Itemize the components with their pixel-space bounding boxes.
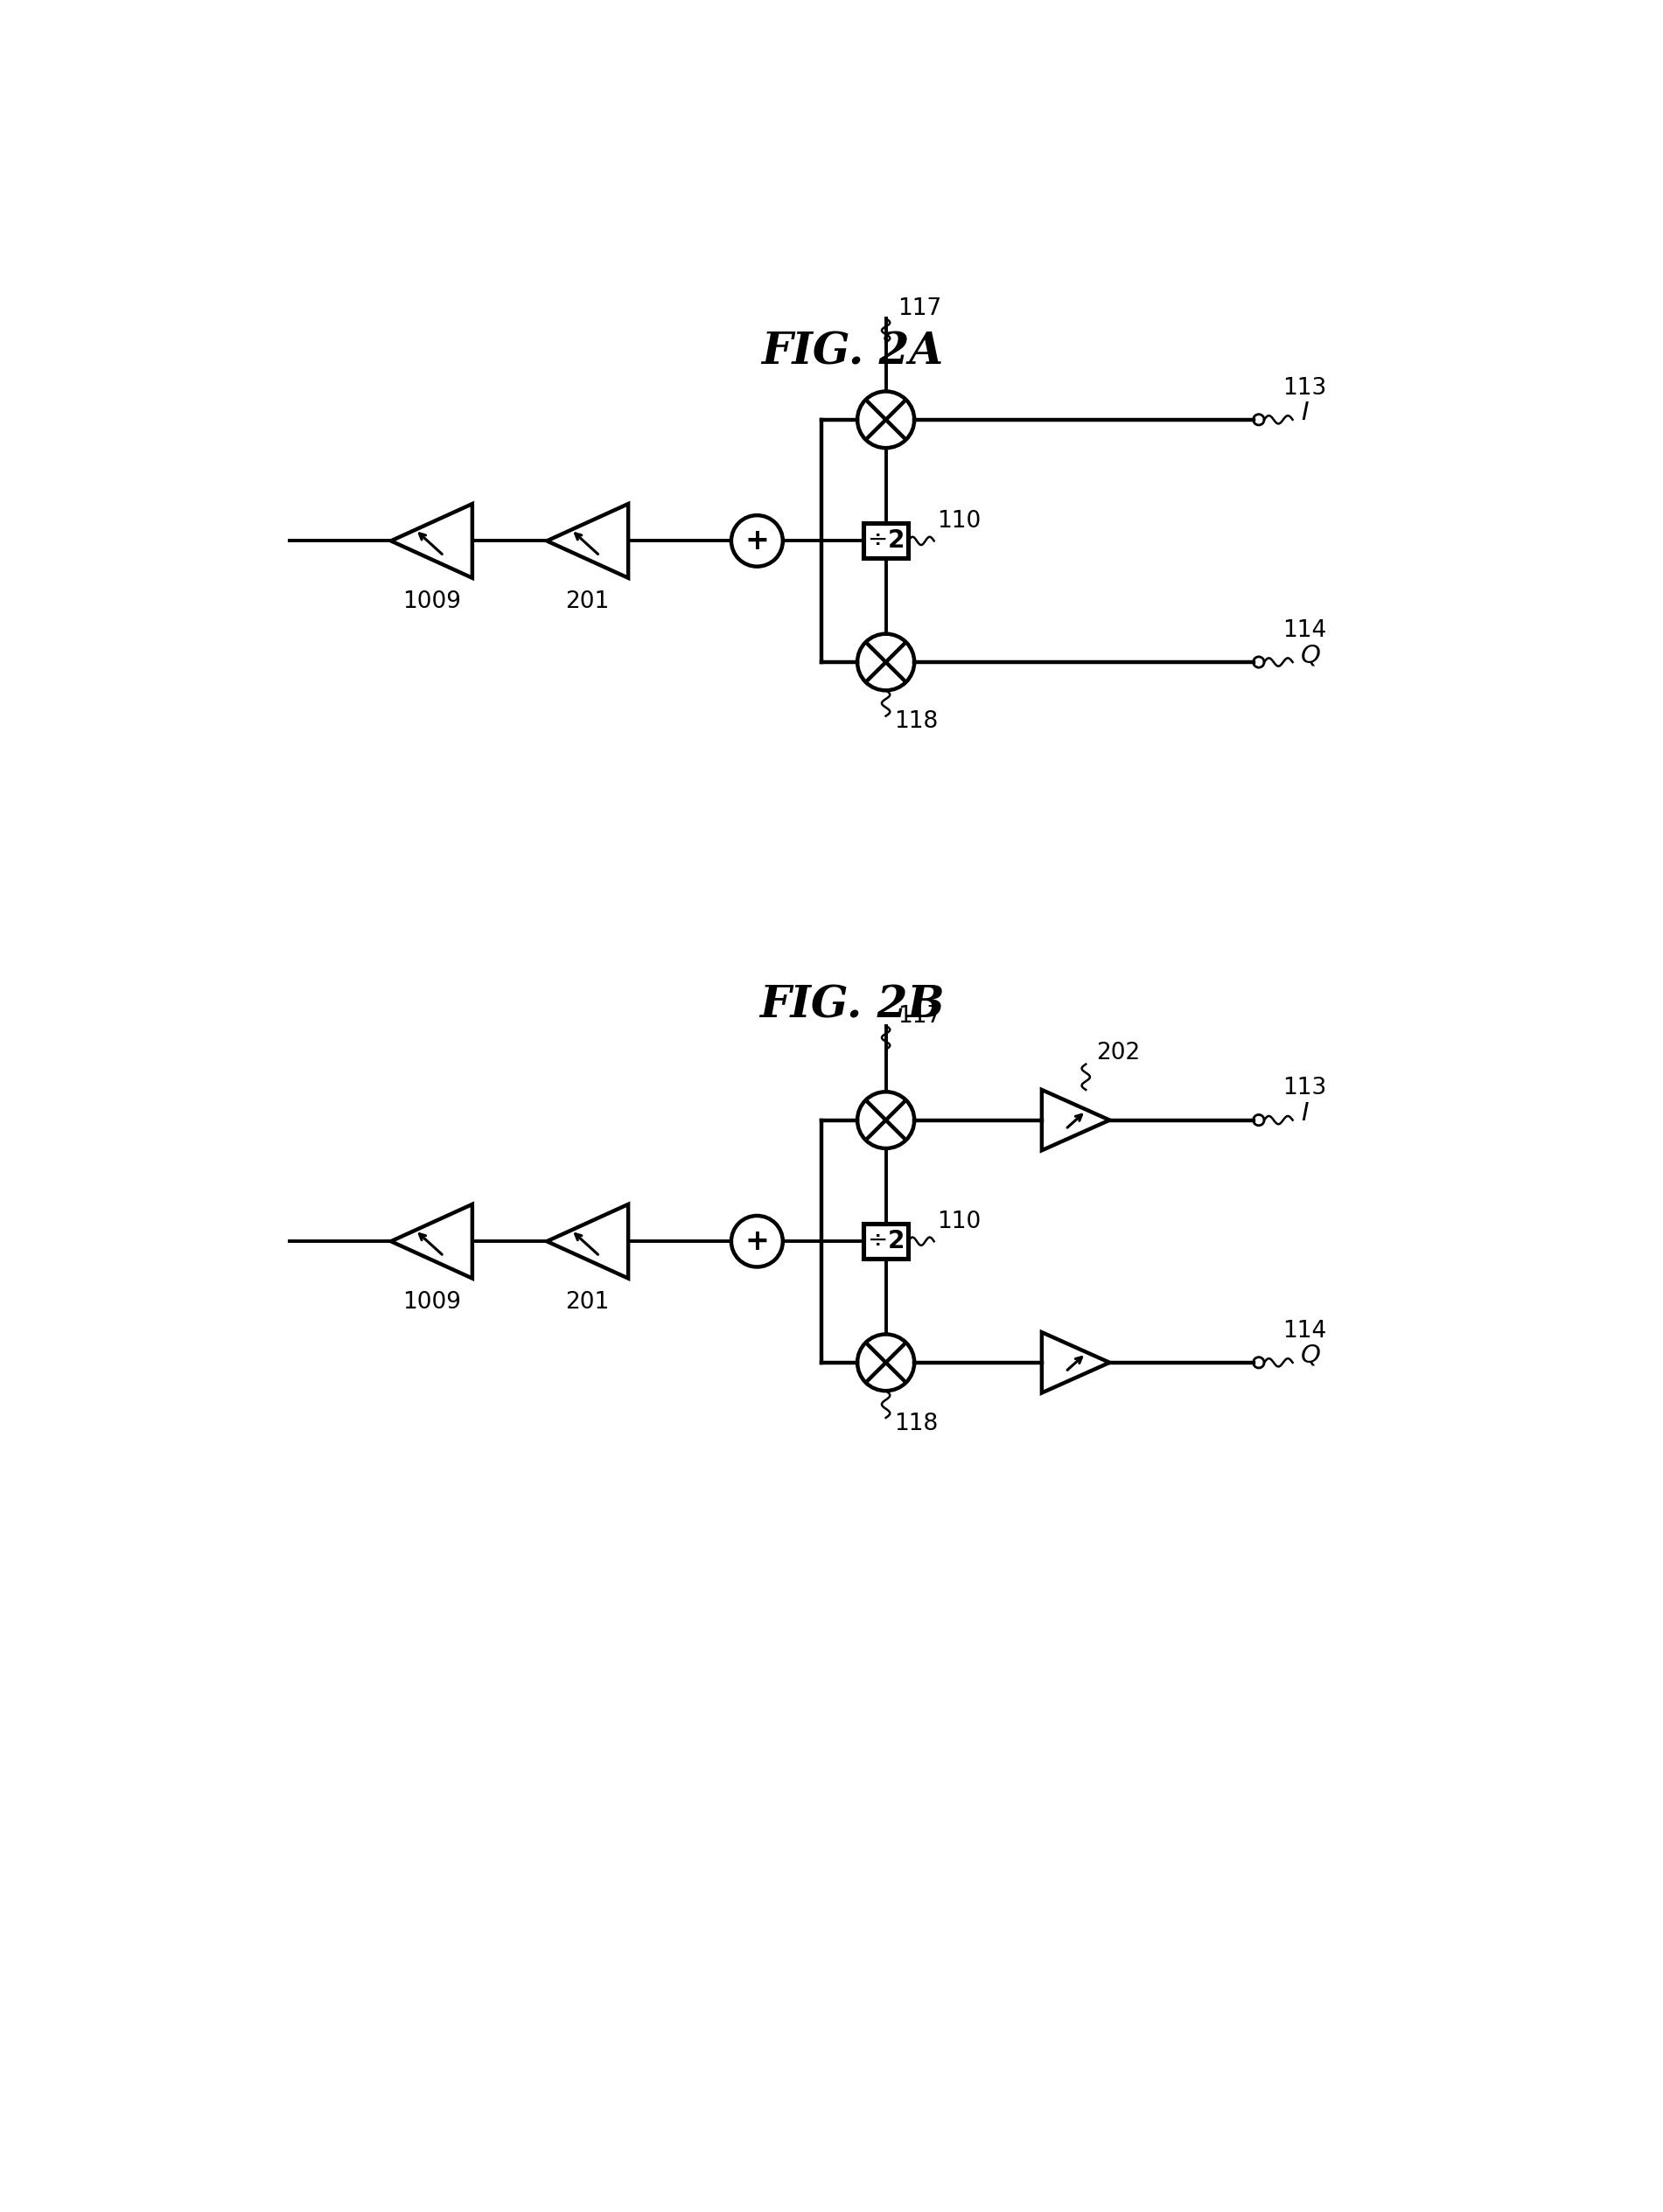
Text: 202: 202 [1096, 1042, 1139, 1064]
Text: 117: 117 [898, 299, 941, 321]
Text: 117: 117 [898, 1004, 941, 1029]
Circle shape [732, 515, 783, 566]
Text: 118: 118 [895, 710, 938, 734]
FancyBboxPatch shape [863, 1223, 908, 1259]
FancyBboxPatch shape [863, 524, 908, 557]
Text: $\div$2: $\div$2 [868, 529, 905, 553]
Circle shape [732, 1217, 783, 1267]
Text: FIG. 2B: FIG. 2B [760, 984, 945, 1026]
Text: FIG. 2A: FIG. 2A [762, 332, 943, 374]
Text: +: + [745, 526, 770, 555]
Text: $\div$2: $\div$2 [868, 1230, 905, 1254]
Text: 201: 201 [565, 1292, 610, 1314]
Text: Q: Q [1300, 644, 1320, 668]
Text: +: + [745, 1228, 770, 1256]
Text: 1009: 1009 [402, 1292, 461, 1314]
Text: 110: 110 [936, 511, 981, 533]
Text: 114: 114 [1282, 619, 1327, 641]
Text: 118: 118 [895, 1413, 938, 1436]
Text: 113: 113 [1282, 376, 1327, 400]
Text: 1009: 1009 [402, 591, 461, 613]
Text: 110: 110 [936, 1210, 981, 1232]
Text: I: I [1300, 1102, 1309, 1126]
Text: Q: Q [1300, 1343, 1320, 1367]
Text: 201: 201 [565, 591, 610, 613]
Text: 114: 114 [1282, 1321, 1327, 1343]
Text: 113: 113 [1282, 1077, 1327, 1099]
Text: I: I [1300, 400, 1309, 425]
